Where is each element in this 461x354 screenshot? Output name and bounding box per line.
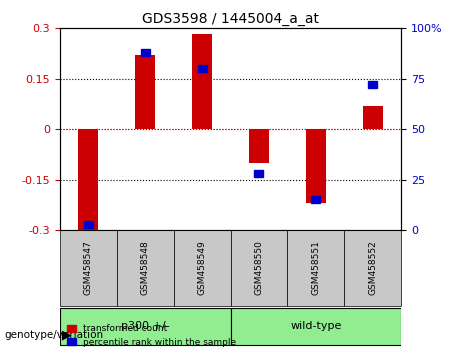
- FancyBboxPatch shape: [174, 230, 230, 306]
- Text: GSM458549: GSM458549: [198, 241, 207, 296]
- Text: GSM458552: GSM458552: [368, 241, 377, 296]
- FancyBboxPatch shape: [60, 230, 117, 306]
- Legend: transformed count, percentile rank within the sample: transformed count, percentile rank withi…: [65, 321, 239, 349]
- Bar: [306, 129, 326, 203]
- Bar: [78, 129, 98, 230]
- FancyBboxPatch shape: [230, 230, 287, 306]
- FancyBboxPatch shape: [141, 49, 150, 56]
- Text: GSM458547: GSM458547: [84, 241, 93, 296]
- FancyBboxPatch shape: [230, 308, 401, 345]
- Bar: [363, 106, 383, 129]
- Text: GSM458551: GSM458551: [311, 241, 320, 296]
- FancyBboxPatch shape: [287, 230, 344, 306]
- FancyBboxPatch shape: [254, 170, 264, 177]
- FancyBboxPatch shape: [117, 230, 174, 306]
- Text: GSM458550: GSM458550: [254, 241, 263, 296]
- Title: GDS3598 / 1445004_a_at: GDS3598 / 1445004_a_at: [142, 12, 319, 26]
- FancyBboxPatch shape: [60, 308, 230, 345]
- Text: ▶: ▶: [62, 328, 72, 341]
- Bar: [192, 34, 212, 129]
- Text: wild-type: wild-type: [290, 321, 342, 331]
- Bar: [135, 55, 155, 129]
- FancyBboxPatch shape: [84, 221, 93, 228]
- FancyBboxPatch shape: [368, 81, 377, 88]
- FancyBboxPatch shape: [344, 230, 401, 306]
- Text: genotype/variation: genotype/variation: [5, 330, 104, 339]
- FancyBboxPatch shape: [197, 65, 207, 72]
- Bar: [249, 129, 269, 163]
- Text: p300 +/-: p300 +/-: [121, 321, 170, 331]
- Text: GSM458548: GSM458548: [141, 241, 150, 296]
- FancyBboxPatch shape: [311, 196, 320, 204]
